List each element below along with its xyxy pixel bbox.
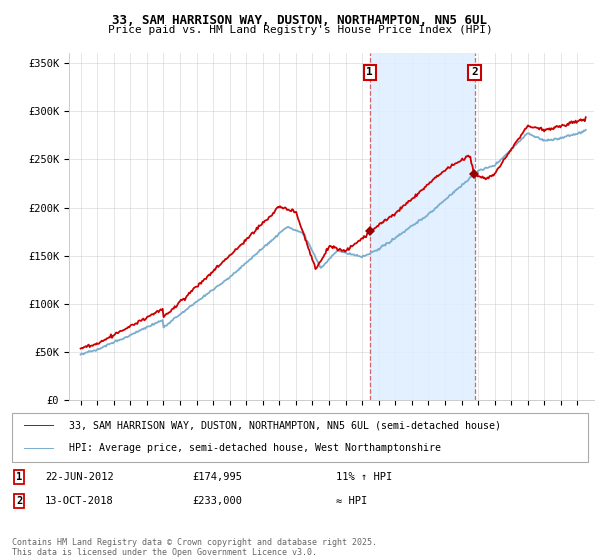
Text: 1: 1 xyxy=(16,472,22,482)
Text: 33, SAM HARRISON WAY, DUSTON, NORTHAMPTON, NN5 6UL: 33, SAM HARRISON WAY, DUSTON, NORTHAMPTO… xyxy=(113,14,487,27)
Text: 13-OCT-2018: 13-OCT-2018 xyxy=(45,496,114,506)
Text: Price paid vs. HM Land Registry's House Price Index (HPI): Price paid vs. HM Land Registry's House … xyxy=(107,25,493,35)
Text: £233,000: £233,000 xyxy=(192,496,242,506)
Text: 11% ↑ HPI: 11% ↑ HPI xyxy=(336,472,392,482)
Text: 1: 1 xyxy=(367,67,373,77)
Text: 2: 2 xyxy=(471,67,478,77)
Text: £174,995: £174,995 xyxy=(192,472,242,482)
Text: 33, SAM HARRISON WAY, DUSTON, NORTHAMPTON, NN5 6UL (semi-detached house): 33, SAM HARRISON WAY, DUSTON, NORTHAMPTO… xyxy=(69,420,501,430)
Text: ————: ———— xyxy=(24,418,54,432)
Text: 22-JUN-2012: 22-JUN-2012 xyxy=(45,472,114,482)
Text: ————: ———— xyxy=(24,442,54,455)
Text: HPI: Average price, semi-detached house, West Northamptonshire: HPI: Average price, semi-detached house,… xyxy=(69,443,441,453)
Text: ≈ HPI: ≈ HPI xyxy=(336,496,367,506)
Text: Contains HM Land Registry data © Crown copyright and database right 2025.
This d: Contains HM Land Registry data © Crown c… xyxy=(12,538,377,557)
Text: 2: 2 xyxy=(16,496,22,506)
